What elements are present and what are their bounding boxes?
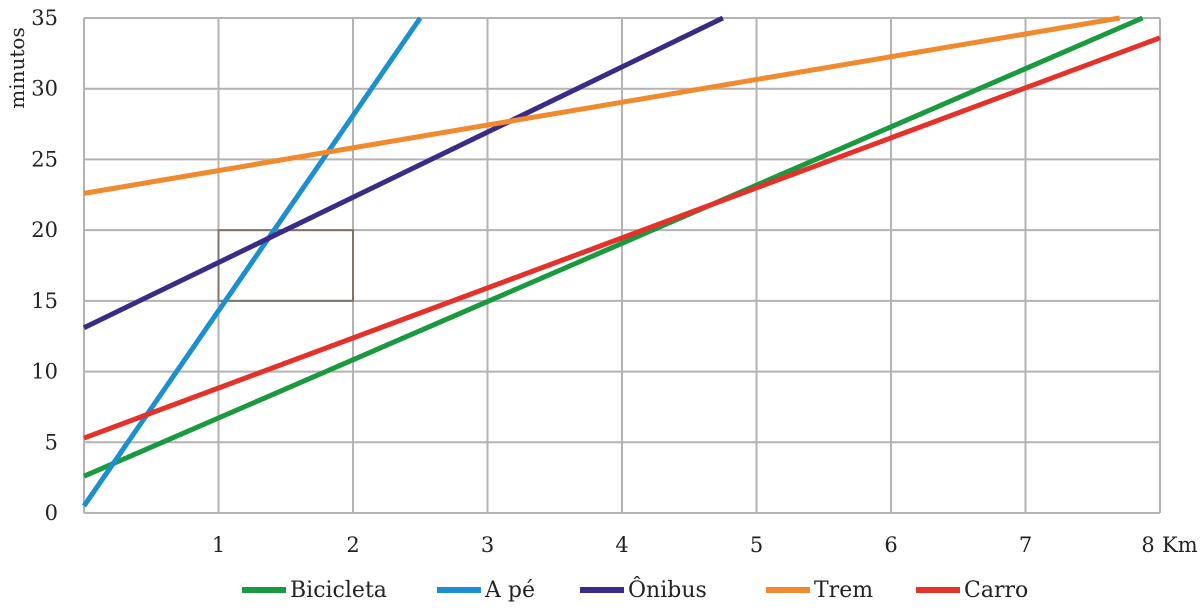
axis-labels: minutos	[5, 27, 29, 108]
x-tick-label: 5	[750, 533, 763, 557]
x-tick-label: 8	[1141, 533, 1154, 557]
highlight-box	[217, 229, 354, 302]
y-axis-label: minutos	[5, 27, 29, 108]
x-tick-label: 6	[884, 533, 897, 557]
x-tick-label: 4	[615, 533, 628, 557]
y-tick-label: 25	[31, 147, 58, 171]
series-line-3	[83, 15, 1121, 196]
legend-label-2: Ônibus	[628, 576, 707, 603]
legend: Bicicleta A pé Ônibus Trem Carro	[242, 576, 1028, 603]
x-unit-label: Km	[1162, 533, 1198, 557]
y-tick-label: 0	[45, 501, 58, 525]
y-tick-label: 5	[45, 430, 58, 454]
legend-label-1: A pé	[484, 578, 535, 603]
y-tick-label: 20	[31, 218, 58, 242]
legend-label-3: Trem	[814, 578, 873, 603]
x-tick-label: 3	[481, 533, 494, 557]
series-line-0	[83, 15, 1144, 479]
series-layer	[81, 15, 1161, 508]
legend-label-4: Carro	[964, 578, 1028, 603]
y-tick-label: 15	[31, 289, 58, 313]
tick-labels: 0 5 10 15 20 25 30 35 1 2 3 4 5 6 7 8 Km	[31, 6, 1197, 557]
grid	[83, 17, 1161, 514]
y-tick-label: 30	[31, 77, 58, 101]
y-tick-label: 10	[31, 360, 58, 384]
x-tick-label: 2	[346, 533, 359, 557]
y-tick-label: 35	[31, 6, 58, 30]
series-line-4	[83, 35, 1161, 441]
series-line-2	[82, 15, 724, 330]
x-tick-label: 7	[1019, 533, 1032, 557]
x-tick-label: 1	[212, 533, 225, 557]
series-line-1	[81, 16, 423, 508]
legend-label-0: Bicicleta	[290, 578, 387, 603]
highlight-box-layer	[217, 229, 354, 302]
